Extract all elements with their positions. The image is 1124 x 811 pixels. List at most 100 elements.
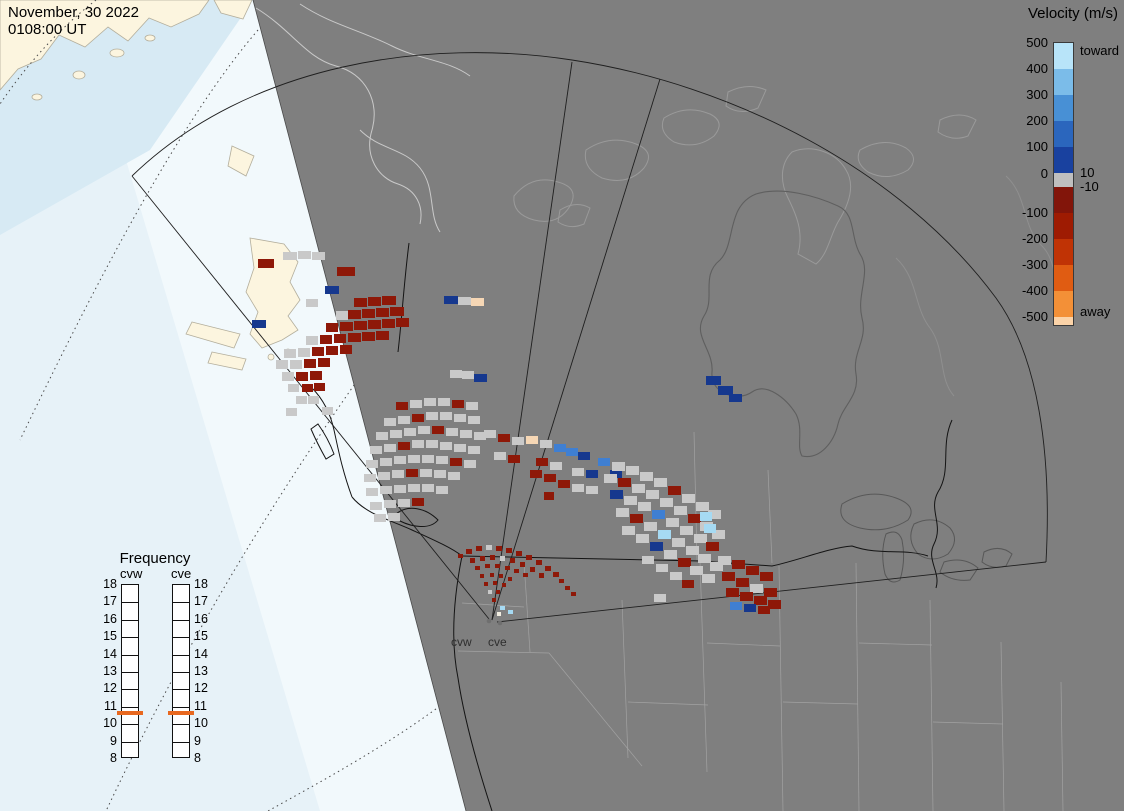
- island: [267, 353, 275, 361]
- velocity-cell: [368, 320, 381, 329]
- velocity-cell: [510, 558, 515, 563]
- velocity-cell: [326, 323, 338, 332]
- velocity-cell: [493, 581, 497, 585]
- velocity-cell: [571, 592, 576, 596]
- timestamp-time: 0108:00 UT: [8, 21, 87, 38]
- frequency-bar-tick: [122, 689, 138, 690]
- velocity-tick-label: 100: [1026, 139, 1048, 154]
- velocity-colorbar-segment: [1054, 291, 1073, 317]
- velocity-cell: [376, 308, 389, 317]
- night-alaska-coast: [255, 3, 471, 233]
- velocity-cell: [438, 398, 450, 406]
- velocity-colorbar-segment: [1054, 147, 1073, 173]
- velocity-cell: [544, 492, 554, 500]
- velocity-cell: [422, 484, 434, 492]
- velocity-cell: [370, 446, 382, 454]
- velocity-cell: [530, 470, 542, 478]
- velocity-cell: [462, 371, 474, 379]
- velocity-cell: [466, 549, 472, 554]
- velocity-cell: [678, 558, 691, 567]
- velocity-cell: [514, 569, 519, 573]
- velocity-cell: [545, 566, 551, 571]
- velocity-cell: [450, 370, 462, 378]
- toward-label: toward: [1080, 43, 1120, 58]
- velocity-cell: [410, 400, 422, 408]
- velocity-colorbar-segment: [1054, 265, 1073, 291]
- frequency-bar-cve: [172, 584, 190, 758]
- velocity-cell: [554, 444, 566, 452]
- velocity-cell: [348, 310, 361, 319]
- velocity-cell: [730, 602, 742, 610]
- velocity-cell: [508, 610, 513, 614]
- velocity-cell: [488, 590, 492, 594]
- velocity-cell: [490, 573, 494, 577]
- velocity-cell: [354, 298, 367, 307]
- velocity-cell: [390, 307, 404, 316]
- velocity-cell: [540, 440, 552, 448]
- frequency-bar-tick: [173, 620, 189, 621]
- frequency-legend-title: Frequency: [119, 550, 191, 567]
- velocity-cell: [572, 484, 584, 492]
- velocity-cell: [740, 592, 753, 601]
- velocity-cell: [454, 414, 466, 422]
- velocity-cell: [378, 472, 390, 480]
- frequency-tick-label: 12: [194, 681, 208, 696]
- velocity-cell: [368, 297, 381, 306]
- velocity-cell: [508, 577, 512, 581]
- velocity-cell: [354, 321, 367, 330]
- maglat-arc: [19, 29, 259, 441]
- velocity-cell: [764, 588, 777, 597]
- alaska-landmass: [0, 0, 210, 91]
- velocity-cell: [486, 545, 492, 550]
- zero-minus-label: -10: [1080, 179, 1099, 194]
- velocity-cell: [408, 455, 420, 463]
- velocity-cell: [288, 384, 299, 392]
- velocity-cell: [760, 572, 773, 581]
- velocity-cell: [470, 558, 475, 563]
- velocity-cell: [382, 319, 395, 328]
- velocity-cell: [512, 437, 524, 445]
- velocity-cell: [632, 484, 645, 493]
- velocity-cell: [490, 555, 495, 560]
- frequency-cve-label: cve: [171, 566, 192, 581]
- velocity-cell: [550, 462, 562, 470]
- velocity-cell: [586, 470, 598, 478]
- velocity-cell: [758, 606, 770, 614]
- velocity-cell: [624, 496, 637, 505]
- coast-strip: [207, 351, 247, 371]
- velocity-cell: [505, 566, 510, 570]
- velocity-cell: [630, 514, 643, 523]
- velocity-cell: [712, 530, 725, 539]
- island: [31, 93, 43, 101]
- velocity-cell: [768, 600, 781, 609]
- velocity-cell: [460, 430, 472, 438]
- velocity-cell: [440, 412, 452, 420]
- velocity-cell: [726, 588, 739, 597]
- frequency-bar-tick: [173, 689, 189, 690]
- velocity-cell: [362, 309, 375, 318]
- velocity-cell: [396, 402, 408, 410]
- velocity-cell: [498, 434, 510, 442]
- haida-gwaii: [310, 423, 335, 460]
- velocity-cell: [544, 474, 556, 482]
- velocity-cell: [390, 430, 402, 438]
- frequency-bar-tick: [173, 655, 189, 656]
- frequency-bar-tick: [122, 672, 138, 673]
- velocity-tick-label: -500: [1021, 309, 1048, 324]
- velocity-cell: [376, 432, 388, 440]
- velocity-cell: [700, 512, 712, 521]
- frequency-tick-label: 13: [194, 664, 208, 678]
- frequency-bar-tick: [122, 637, 138, 638]
- velocity-cell: [746, 566, 759, 575]
- velocity-cell: [640, 472, 653, 481]
- frequency-bar-tick: [122, 724, 138, 725]
- velocity-cell: [520, 562, 525, 567]
- velocity-cell: [308, 396, 319, 404]
- velocity-cell: [366, 488, 378, 496]
- velocity-legend-title: Velocity (m/s): [1027, 5, 1118, 22]
- velocity-cell: [471, 298, 484, 306]
- velocity-cell: [394, 456, 406, 464]
- velocity-cell: [382, 296, 396, 305]
- velocity-cell: [302, 384, 313, 392]
- frequency-tick-label: 14: [194, 646, 208, 661]
